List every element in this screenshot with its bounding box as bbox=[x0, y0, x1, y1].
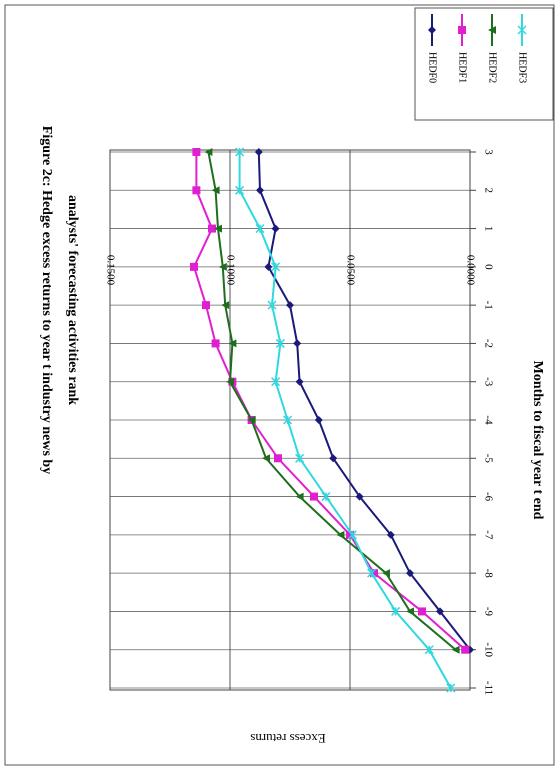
marker bbox=[254, 148, 263, 156]
x-tick-label: -7 bbox=[482, 530, 494, 540]
marker bbox=[286, 301, 294, 310]
page-border bbox=[4, 4, 555, 766]
marker bbox=[208, 224, 216, 233]
x-axis-label: Months to fiscal year t end bbox=[530, 361, 545, 520]
chart-title: Figure 2c: Hedge excess returns to year … bbox=[39, 126, 54, 474]
marker bbox=[310, 492, 318, 501]
marker bbox=[446, 683, 456, 693]
legend-box bbox=[414, 7, 554, 121]
marker bbox=[406, 569, 414, 578]
marker bbox=[255, 224, 265, 234]
series-line bbox=[257, 151, 471, 651]
marker bbox=[424, 645, 434, 655]
marker bbox=[264, 262, 273, 271]
x-tick-label: -1 bbox=[482, 301, 494, 310]
y-tick-label: 0.1500 bbox=[104, 255, 116, 286]
series-line bbox=[207, 151, 457, 651]
marker bbox=[461, 645, 470, 654]
marker bbox=[458, 26, 466, 34]
marker bbox=[275, 338, 285, 348]
marker bbox=[262, 454, 270, 463]
marker bbox=[386, 530, 395, 539]
marker bbox=[370, 569, 378, 578]
marker bbox=[295, 492, 304, 501]
x-tick-label: 0 bbox=[482, 264, 494, 270]
marker bbox=[192, 186, 201, 195]
chart-title: analysts' forecasting activities rank bbox=[65, 195, 80, 405]
marker bbox=[283, 415, 293, 425]
x-tick-label: -2 bbox=[482, 339, 494, 348]
marker bbox=[293, 339, 302, 348]
marker bbox=[235, 147, 245, 157]
marker bbox=[226, 377, 234, 386]
marker bbox=[271, 377, 281, 387]
x-tick-label: -5 bbox=[482, 454, 494, 464]
marker bbox=[211, 186, 220, 195]
marker bbox=[202, 301, 210, 310]
marker bbox=[274, 454, 282, 463]
marker bbox=[418, 607, 426, 616]
marker bbox=[247, 416, 256, 424]
marker bbox=[256, 186, 264, 195]
marker bbox=[391, 606, 401, 616]
marker bbox=[428, 26, 436, 34]
legend-label: HEDF1 bbox=[457, 52, 468, 83]
marker bbox=[488, 26, 496, 34]
y-tick-label: 0.1000 bbox=[224, 255, 236, 286]
x-tick-label: -9 bbox=[482, 607, 494, 617]
marker bbox=[406, 607, 414, 616]
y-tick-label: 0.0500 bbox=[344, 255, 356, 286]
y-axis-label: Excess returns bbox=[250, 731, 325, 746]
marker bbox=[329, 454, 338, 463]
x-tick-label: -6 bbox=[482, 492, 494, 502]
legend-label: HEDF2 bbox=[487, 52, 498, 83]
marker bbox=[214, 224, 222, 233]
marker bbox=[346, 530, 354, 539]
marker bbox=[204, 148, 213, 156]
marker bbox=[218, 262, 227, 271]
marker bbox=[271, 224, 280, 233]
x-tick-label: 2 bbox=[482, 188, 494, 194]
marker bbox=[221, 301, 230, 310]
marker bbox=[517, 25, 527, 35]
marker bbox=[321, 492, 331, 502]
y-tick-label: 0.0000 bbox=[464, 255, 476, 286]
marker bbox=[436, 607, 444, 616]
x-tick-label: -4 bbox=[482, 415, 494, 425]
marker bbox=[367, 568, 377, 578]
legend-label: HEDF0 bbox=[427, 52, 438, 83]
x-tick-label: -8 bbox=[482, 569, 494, 579]
marker bbox=[211, 339, 220, 348]
marker bbox=[228, 339, 237, 348]
marker bbox=[314, 416, 323, 424]
marker bbox=[451, 645, 460, 654]
marker bbox=[347, 530, 357, 540]
marker bbox=[271, 262, 281, 272]
legend-label: HEDF3 bbox=[517, 52, 528, 83]
marker bbox=[192, 148, 201, 156]
marker bbox=[382, 569, 390, 578]
x-tick-label: 1 bbox=[482, 226, 494, 232]
marker bbox=[355, 492, 364, 501]
x-tick-label: 3 bbox=[482, 149, 494, 155]
marker bbox=[295, 377, 304, 386]
x-tick-label: -11 bbox=[482, 681, 494, 695]
marker bbox=[336, 530, 345, 539]
marker bbox=[190, 262, 198, 271]
marker bbox=[267, 300, 277, 310]
marker bbox=[295, 453, 305, 463]
marker bbox=[235, 185, 245, 195]
series-line bbox=[192, 152, 466, 651]
x-tick-label: -10 bbox=[482, 642, 494, 657]
x-tick-label: -3 bbox=[482, 377, 494, 387]
